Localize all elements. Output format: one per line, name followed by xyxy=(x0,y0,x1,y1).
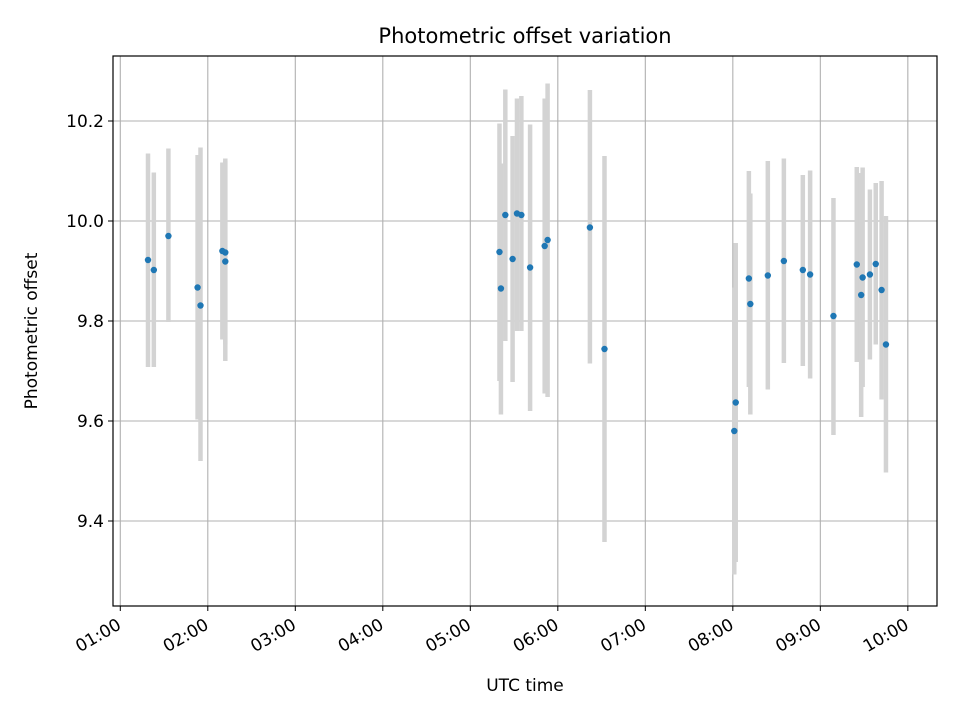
data-point xyxy=(496,248,503,256)
data-point xyxy=(872,260,879,268)
data-point xyxy=(745,275,753,282)
data-point xyxy=(497,285,505,292)
data-point xyxy=(222,258,229,265)
data-point xyxy=(194,284,201,291)
data-point xyxy=(502,211,509,219)
y-tick-label: 9.4 xyxy=(77,512,104,532)
data-point xyxy=(731,427,738,435)
data-point xyxy=(780,257,788,265)
data-point xyxy=(144,256,152,264)
grid xyxy=(113,56,937,606)
data-point xyxy=(541,242,548,250)
data-point xyxy=(732,399,739,406)
data-point xyxy=(799,266,807,274)
x-axis-label: UTC time xyxy=(486,676,564,696)
y-axis: 9.4 9.6 9.8 10.0 10.2 xyxy=(66,112,113,532)
data-point xyxy=(830,312,837,320)
data-point xyxy=(859,274,866,281)
y-tick-label: 9.6 xyxy=(77,412,104,432)
data-point xyxy=(526,264,534,271)
data-point xyxy=(197,302,204,309)
data-point xyxy=(747,300,754,308)
y-tick-label: 10.2 xyxy=(66,112,104,132)
data-point xyxy=(165,232,172,240)
data-point xyxy=(853,261,860,268)
data-point xyxy=(866,271,874,278)
data-points xyxy=(144,210,890,435)
plot-frame xyxy=(112,55,938,607)
data-point xyxy=(518,211,525,219)
y-tick-label: 9.8 xyxy=(77,312,104,332)
data-point xyxy=(586,224,594,231)
data-point xyxy=(878,286,885,294)
data-point xyxy=(509,255,516,263)
chart-title: Photometric offset variation xyxy=(378,24,671,48)
data-point xyxy=(222,249,229,256)
data-point xyxy=(544,236,551,244)
data-point xyxy=(150,266,158,274)
data-point xyxy=(764,272,772,279)
y-axis-label: Photometric offset xyxy=(22,252,42,409)
data-point xyxy=(806,271,814,278)
data-point xyxy=(882,341,890,348)
data-point xyxy=(601,345,608,353)
y-tick-label: 10.0 xyxy=(66,212,104,232)
data-point xyxy=(857,291,865,299)
